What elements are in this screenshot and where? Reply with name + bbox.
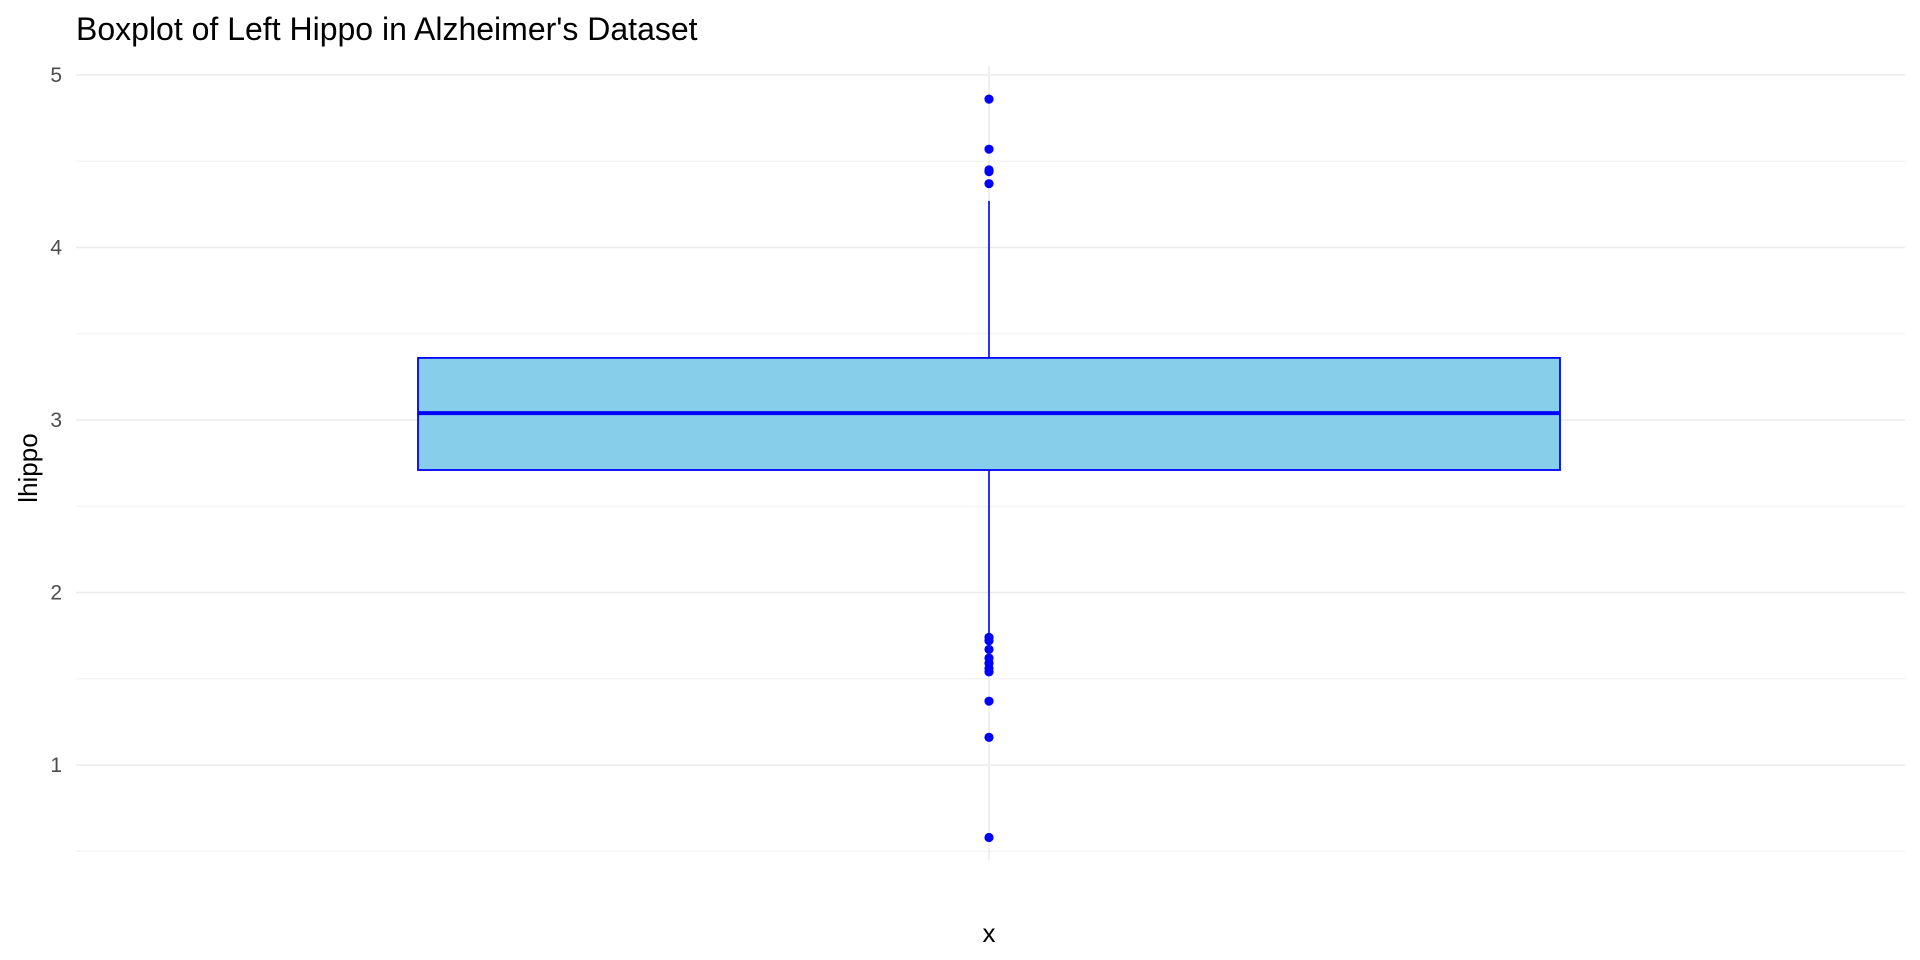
boxplot-box-group bbox=[417, 200, 1561, 634]
outlier-point bbox=[984, 167, 994, 177]
y-tick-label: 4 bbox=[50, 237, 62, 260]
y-tick-label: 3 bbox=[50, 409, 62, 432]
x-axis-title: x bbox=[983, 918, 996, 948]
y-tick-label: 1 bbox=[50, 754, 62, 777]
outlier-point bbox=[984, 667, 994, 677]
outlier-point bbox=[984, 832, 994, 843]
outlier-points bbox=[984, 94, 994, 843]
outlier-point bbox=[984, 179, 994, 189]
y-axis-title: lhippo bbox=[13, 433, 43, 502]
outlier-point bbox=[984, 732, 994, 743]
outlier-point bbox=[984, 696, 994, 706]
outlier-point bbox=[984, 144, 994, 154]
chart-title: Boxplot of Left Hippo in Alzheimer's Dat… bbox=[76, 11, 698, 47]
y-tick-label: 2 bbox=[50, 582, 62, 605]
y-axis-ticks: 1 2 3 4 5 bbox=[50, 64, 62, 777]
outlier-point bbox=[984, 636, 994, 646]
outlier-point bbox=[984, 94, 994, 104]
y-tick-label: 5 bbox=[50, 64, 62, 87]
outlier-point bbox=[984, 644, 994, 655]
grid-lines bbox=[76, 66, 1905, 860]
